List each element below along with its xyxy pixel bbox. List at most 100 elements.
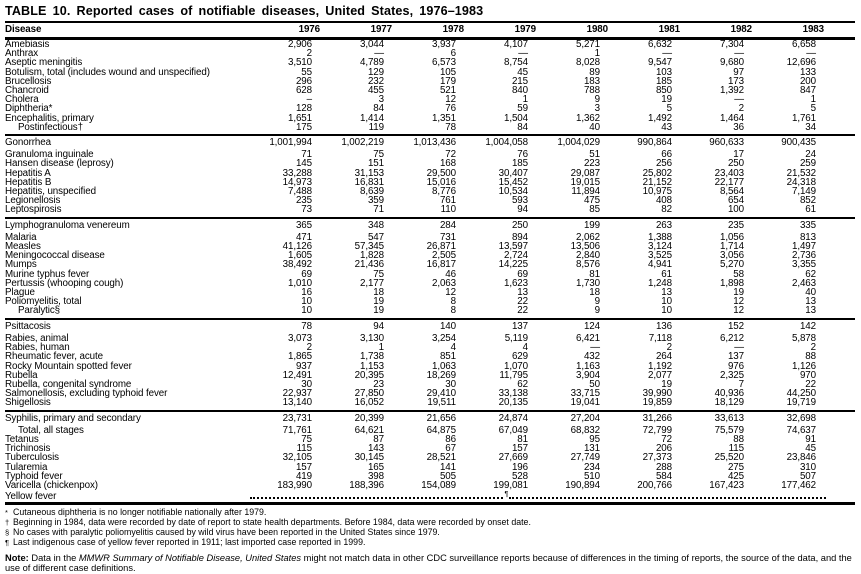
value-cell: 12 bbox=[445, 94, 456, 106]
value-cell: 13 bbox=[661, 287, 672, 299]
value-cell: 19,015 bbox=[570, 176, 600, 188]
value-cell: 51 bbox=[589, 149, 600, 161]
value-cell: 7,304 bbox=[719, 39, 744, 50]
value-cell: 18,129 bbox=[714, 397, 744, 409]
value-cell: 23,846 bbox=[786, 452, 816, 464]
value-cell: 190,894 bbox=[565, 479, 600, 491]
value-cell: 30,145 bbox=[354, 452, 384, 464]
value-cell: 175 bbox=[295, 121, 312, 133]
table-row: Pertussis (whooping cough) 1,010 2,177 2,06… bbox=[5, 277, 855, 289]
value-cell: 6,212 bbox=[719, 332, 744, 344]
value-cell: 137 bbox=[727, 351, 744, 363]
footnote-text: No cases with paralytic poliomyelitis ca… bbox=[13, 526, 440, 537]
footnote: ¶ Last indigenous case of yellow fever re… bbox=[5, 537, 855, 548]
value-cell: 1,828 bbox=[359, 250, 384, 262]
value-cell: 22 bbox=[517, 296, 528, 308]
disease-cell: Chancroid bbox=[5, 85, 49, 97]
value-cell: 61 bbox=[805, 204, 816, 216]
disease-cell: Anthrax bbox=[5, 48, 39, 60]
header-rule bbox=[5, 37, 855, 40]
value-cell: 71 bbox=[301, 149, 312, 161]
value-cell: 82 bbox=[661, 204, 672, 216]
value-cell: 348 bbox=[367, 219, 384, 231]
value-cell: — bbox=[734, 48, 744, 60]
value-cell: 629 bbox=[511, 351, 528, 363]
note-label: Note: bbox=[5, 552, 29, 563]
value-cell: 1,126 bbox=[791, 360, 816, 372]
value-cell: 23,403 bbox=[714, 167, 744, 179]
value-cell: 13,506 bbox=[570, 241, 600, 253]
value-cell: 9 bbox=[594, 296, 600, 308]
disease-cell: Postinfectious† bbox=[18, 121, 83, 133]
table-row: Granuloma inguinale 71 75 72 76 51 66 17 24 bbox=[5, 149, 855, 161]
value-cell: 58 bbox=[733, 268, 744, 280]
value-cell: 39,990 bbox=[642, 388, 672, 400]
value-cell: 2,177 bbox=[359, 277, 384, 289]
table-body: Amebiasis 2,906 3,044 3,937 4,107 5,271 6,632 7… bbox=[5, 39, 855, 502]
value-cell: 2 bbox=[810, 342, 816, 354]
table-header-row: Disease 1976 1977 1978 1979 1980 1981 1982 1983 bbox=[5, 23, 855, 37]
value-cell: 20,395 bbox=[354, 369, 384, 381]
value-cell: 1 bbox=[378, 342, 384, 354]
value-cell: 1,605 bbox=[287, 250, 312, 262]
value-cell: 177,462 bbox=[781, 479, 816, 491]
table-row: Amebiasis 2,906 3,044 3,937 4,107 5,271 6,632 7… bbox=[5, 39, 855, 50]
footnote: § No cases with paralytic poliomyelitis c… bbox=[5, 526, 855, 538]
table-row: Rheumatic fever, acute 1,865 1,738 851 629 43… bbox=[5, 351, 855, 363]
value-cell: 521 bbox=[439, 85, 456, 97]
footnote-mark: ¶ bbox=[504, 491, 509, 499]
value-cell: — bbox=[662, 48, 672, 60]
table-row: Diphtheria* 128 84 76 59 3 5 2 5 bbox=[5, 103, 855, 115]
value-cell: 75,579 bbox=[714, 424, 744, 436]
value-cell: 165 bbox=[367, 461, 384, 473]
value-cell: 505 bbox=[439, 470, 456, 482]
disease-cell: Diphtheria* bbox=[5, 103, 53, 115]
value-cell: 1,504 bbox=[503, 112, 528, 124]
table-row: Hepatitis A 33,288 31,153 29,500 30,407 29,08… bbox=[5, 167, 855, 179]
value-cell: 183 bbox=[583, 75, 600, 87]
value-cell: 731 bbox=[439, 231, 456, 243]
header-year: 1977 bbox=[370, 24, 393, 35]
value-cell: 94 bbox=[517, 204, 528, 216]
value-cell: 1,001,994 bbox=[269, 137, 312, 149]
value-cell: 10 bbox=[661, 305, 672, 317]
value-cell: 115 bbox=[728, 443, 744, 455]
value-cell: 3 bbox=[378, 94, 384, 106]
value-cell: 19 bbox=[733, 287, 744, 299]
value-cell: 69 bbox=[517, 268, 528, 280]
value-cell: 173 bbox=[727, 75, 744, 87]
value-cell: 628 bbox=[295, 85, 312, 97]
value-cell: 13 bbox=[805, 305, 816, 317]
value-cell: 1,010 bbox=[287, 277, 312, 289]
disease-cell: Rabies, animal bbox=[5, 332, 69, 344]
table-row: Yellow fever ¶ bbox=[5, 490, 855, 502]
value-cell: 2,063 bbox=[431, 277, 456, 289]
section-divider bbox=[5, 134, 855, 137]
value-cell: 10 bbox=[661, 296, 672, 308]
value-cell: 103 bbox=[655, 66, 672, 78]
disease-cell: Paralytic§ bbox=[18, 305, 61, 317]
value-cell: 95 bbox=[589, 433, 600, 445]
value-cell: 32,698 bbox=[786, 412, 816, 424]
value-cell: 2 bbox=[666, 342, 672, 354]
value-cell: 72 bbox=[661, 433, 672, 445]
value-cell: — bbox=[590, 342, 600, 354]
value-cell: 29,500 bbox=[426, 167, 456, 179]
value-cell: 185 bbox=[511, 158, 528, 170]
value-cell: 76 bbox=[517, 149, 528, 161]
disease-cell: Hepatitis, unspecified bbox=[5, 186, 96, 198]
header-disease: Disease bbox=[5, 24, 42, 35]
value-cell: 110 bbox=[440, 204, 456, 216]
value-cell: 33,138 bbox=[498, 388, 528, 400]
value-cell: 8,639 bbox=[359, 186, 384, 198]
value-cell: 263 bbox=[655, 219, 672, 231]
value-cell: 1,898 bbox=[719, 277, 744, 289]
value-cell: 55 bbox=[301, 66, 312, 78]
value-cell: 81 bbox=[589, 268, 600, 280]
value-cell: 3,130 bbox=[359, 332, 384, 344]
value-cell: 50 bbox=[589, 378, 600, 390]
value-cell: 43 bbox=[661, 121, 672, 133]
disease-cell: Rubella, congenital syndrome bbox=[5, 378, 132, 390]
value-cell: 359 bbox=[367, 195, 384, 207]
